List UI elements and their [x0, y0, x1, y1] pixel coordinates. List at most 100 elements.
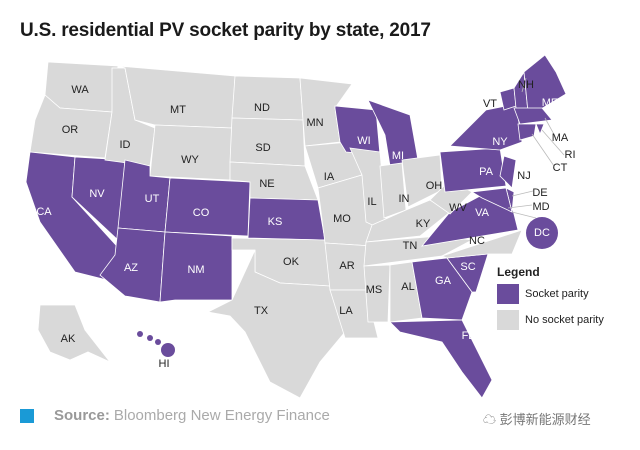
state-FL — [389, 319, 493, 399]
state-label-TX: TX — [254, 305, 269, 317]
state-label-MO: MO — [333, 213, 351, 225]
state-label-IN: IN — [399, 193, 410, 205]
legend-label: No socket parity — [525, 314, 604, 326]
state-HI — [137, 331, 143, 337]
state-NJ — [499, 155, 517, 189]
state-label-NV: NV — [89, 188, 105, 200]
state-label-MA: MA — [552, 132, 569, 144]
watermark: ☁ 彭博新能源财经 — [483, 409, 591, 428]
leader-line — [511, 211, 537, 219]
state-AK — [37, 304, 111, 363]
state-label-NC: NC — [469, 235, 485, 247]
state-label-LA: LA — [339, 305, 353, 317]
state-MS — [363, 264, 391, 323]
state-label-CA: CA — [36, 206, 52, 218]
state-label-RI: RI — [565, 149, 576, 161]
state-label-WY: WY — [181, 154, 199, 166]
state-label-OR: OR — [62, 124, 79, 136]
state-label-SD: SD — [255, 142, 270, 154]
legend-item-parity: Socket parity — [497, 284, 604, 304]
map-title: U.S. residential PV socket parity by sta… — [20, 20, 431, 41]
state-label-SC: SC — [460, 261, 475, 273]
state-label-IL: IL — [367, 196, 376, 208]
state-label-WA: WA — [71, 84, 89, 96]
leader-line — [541, 129, 565, 156]
state-label-NJ: NJ — [517, 170, 530, 182]
legend-item-no-parity: No socket parity — [497, 310, 604, 330]
state-label-OH: OH — [426, 180, 443, 192]
legend: Legend Socket parity No socket parity — [497, 265, 604, 336]
state-RI — [535, 123, 545, 136]
state-label-WV: WV — [449, 202, 467, 214]
leader-line — [544, 117, 557, 139]
leader-line — [507, 204, 533, 209]
legend-swatch-parity — [497, 284, 519, 304]
state-GA — [411, 257, 473, 321]
state-label-WI: WI — [357, 135, 370, 147]
source-line: Source: Bloomberg New Energy Finance — [20, 407, 330, 424]
leader-line — [531, 133, 555, 167]
state-label-KY: KY — [416, 218, 431, 230]
state-label-NM: NM — [187, 264, 204, 276]
state-label-AR: AR — [339, 260, 354, 272]
state-label-MS: MS — [366, 284, 383, 296]
state-HI — [161, 343, 175, 357]
state-VA — [421, 195, 519, 247]
state-label-AZ: AZ — [124, 262, 138, 274]
source-text: Bloomberg New Energy Finance — [113, 407, 330, 424]
state-label-CT: CT — [553, 162, 568, 174]
state-label-PA: PA — [479, 166, 494, 178]
state-label-ID: ID — [120, 139, 131, 151]
state-label-VT: VT — [483, 98, 497, 110]
state-label-AK: AK — [61, 333, 76, 345]
state-label-IA: IA — [324, 171, 335, 183]
state-NY — [449, 103, 523, 151]
leader-line — [511, 190, 534, 197]
state-label-OK: OK — [283, 256, 300, 268]
state-label-VA: VA — [475, 207, 490, 219]
state-TX — [206, 249, 346, 399]
wechat-icon: ☁ — [483, 412, 500, 427]
state-label-NH: NH — [518, 79, 534, 91]
state-label-ND: ND — [254, 102, 270, 114]
state-label-NE: NE — [259, 178, 274, 190]
state-label-KS: KS — [268, 216, 283, 228]
state-DC — [526, 217, 558, 249]
state-label-MI: MI — [392, 150, 404, 162]
source-label: Source: — [54, 407, 110, 424]
state-label-AL: AL — [401, 281, 414, 293]
state-label-TN: TN — [403, 240, 418, 252]
watermark-text: 彭博新能源财经 — [499, 412, 591, 427]
state-label-ME: ME — [542, 97, 559, 109]
legend-swatch-no-parity — [497, 310, 519, 330]
state-MA — [513, 107, 553, 125]
state-PA — [439, 147, 507, 193]
state-MT — [117, 65, 236, 129]
legend-title: Legend — [497, 265, 540, 279]
state-HI — [147, 335, 153, 341]
state-label-MD: MD — [532, 201, 549, 213]
leader-line — [521, 77, 527, 93]
state-CT — [517, 123, 537, 141]
state-label-MN: MN — [306, 117, 323, 129]
legend-label: Socket parity — [525, 288, 589, 300]
state-label-HI: HI — [159, 358, 170, 370]
state-label-NY: NY — [492, 136, 508, 148]
state-label-MT: MT — [170, 104, 186, 116]
state-KS — [247, 197, 326, 241]
state-HI — [155, 339, 161, 345]
state-label-UT: UT — [145, 193, 160, 205]
state-label-FL: FL — [462, 330, 475, 342]
state-TN — [363, 235, 474, 267]
state-LA — [329, 289, 379, 339]
source-marker-icon — [20, 408, 34, 423]
state-label-GA: GA — [435, 275, 452, 287]
state-NC — [440, 229, 523, 259]
state-IN — [379, 162, 407, 219]
state-WY — [149, 124, 233, 181]
state-NM — [159, 231, 233, 303]
state-label-DE: DE — [532, 187, 547, 199]
state-label-DC: DC — [534, 227, 550, 239]
state-label-CO: CO — [193, 207, 210, 219]
